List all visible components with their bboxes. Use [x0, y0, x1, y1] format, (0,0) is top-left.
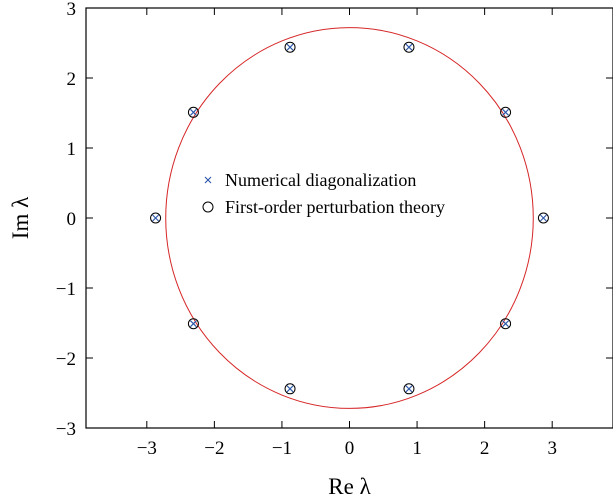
- x-axis-label: Re λ: [328, 474, 371, 499]
- x-tick-label: −3: [137, 438, 157, 459]
- numerical-point: [152, 214, 159, 222]
- legend-label-perturbation: First-order perturbation theory: [225, 197, 445, 217]
- numerical-point: [502, 320, 509, 328]
- numerical-point: [540, 214, 547, 222]
- legend-label-numerical: Numerical diagonalization: [225, 170, 416, 190]
- perturbation-point: [403, 41, 415, 53]
- numerical-point: [405, 43, 413, 51]
- perturbation-point: [187, 106, 199, 118]
- numerical-point: [502, 108, 509, 116]
- plot-area: −3 −2 −1 0 1 2 3 −3 −2 −1 0 1 2 3 Re λ Im λ Numerical di…: [8, 0, 613, 499]
- numerical-point: [286, 385, 294, 393]
- x-tick-label: 0: [345, 438, 355, 459]
- reference-circle: [165, 27, 534, 409]
- y-tick-label: 3: [67, 0, 77, 20]
- perturbation-point: [187, 318, 199, 330]
- x-tick-label: 2: [480, 438, 490, 459]
- x-tick-label: 1: [412, 438, 422, 459]
- numerical-point: [286, 43, 294, 51]
- x-tick-label: −1: [272, 438, 292, 459]
- y-tick-label: 0: [67, 209, 77, 230]
- y-tick-label: 2: [67, 69, 77, 90]
- y-tick-label: −2: [56, 349, 76, 370]
- y-tick-label: −3: [56, 419, 76, 440]
- y-tick-label: −1: [56, 279, 76, 300]
- plot-frame: [85, 7, 613, 429]
- y-axis-label: Im λ: [8, 196, 33, 239]
- perturbation-point: [500, 106, 512, 118]
- perturbation-point: [284, 383, 296, 395]
- perturbation-point: [537, 212, 549, 224]
- x-tick-label: 3: [547, 438, 557, 459]
- perturbation-point: [403, 383, 415, 395]
- perturbation-point: [284, 41, 296, 53]
- y-tick-label: 1: [67, 139, 77, 160]
- perturbation-point: [150, 212, 162, 224]
- legend-marker-perturbation: [202, 201, 214, 213]
- perturbation-point: [500, 318, 512, 330]
- numerical-point: [190, 108, 197, 116]
- numerical-point: [405, 385, 413, 393]
- x-tick-label: −2: [204, 438, 224, 459]
- legend-marker-numerical: [204, 176, 212, 184]
- numerical-point: [190, 320, 197, 328]
